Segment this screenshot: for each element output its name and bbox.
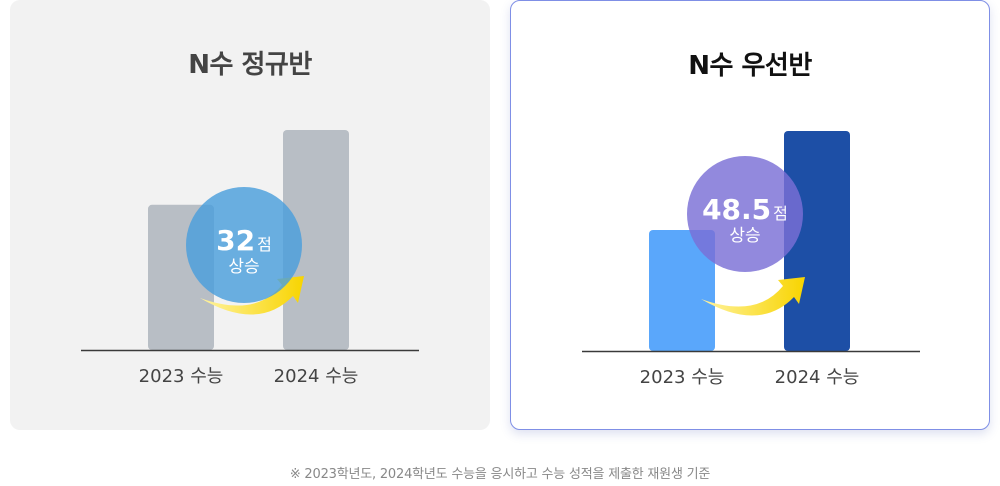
score-caption: 상승: [729, 226, 760, 246]
score-caption: 상승: [228, 257, 259, 277]
footnote: ※ 2023학년도, 2024학년도 수능을 응시하고 수능 성적을 제출한 재…: [289, 467, 711, 482]
card-priority-class: N수 우선반 2023 수능 2024 수능 48.5 점 상승: [510, 0, 990, 430]
x-tick-label: 2023 수능: [139, 366, 224, 387]
increase-arrow-icon: [200, 276, 304, 315]
score-unit: 점: [773, 204, 788, 223]
x-tick-label: 2024 수능: [775, 367, 860, 388]
bar-2023: [649, 230, 715, 351]
card-regular-class: N수 정규반 2023 수능 2024 수능 32 점 상승: [10, 0, 490, 430]
card-title: N수 우선반: [688, 51, 812, 81]
score-bubble: [687, 156, 803, 272]
score-label: 32 점: [216, 224, 272, 257]
score-unit: 점: [257, 235, 272, 254]
score-value: 48.5: [702, 193, 771, 226]
x-tick-label: 2023 수능: [640, 367, 725, 388]
score-bubble: [186, 187, 302, 303]
card-title: N수 정규반: [188, 50, 312, 80]
score-label: 48.5 점: [702, 193, 788, 226]
score-value: 32: [216, 224, 255, 257]
x-tick-label: 2024 수능: [274, 366, 359, 387]
increase-arrow-icon: [701, 277, 805, 316]
